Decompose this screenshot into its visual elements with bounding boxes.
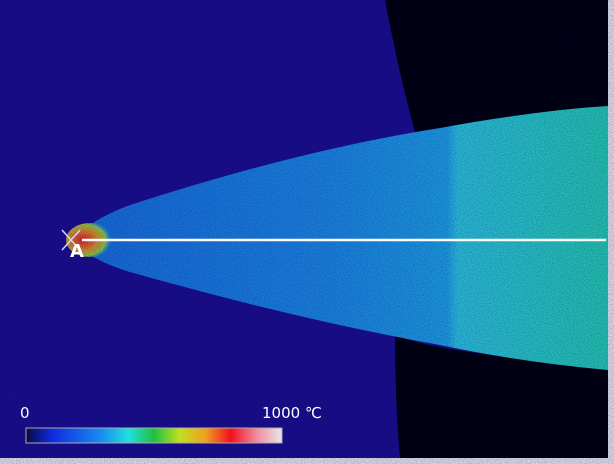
cross-marker-icon-2 <box>61 229 81 251</box>
colorbar <box>25 427 283 444</box>
point-label: A <box>70 241 84 262</box>
noise-overlay <box>0 0 608 458</box>
colorbar-min-label: 0 <box>20 404 30 422</box>
colorbar-max-label: 1000 ℃ <box>262 404 322 422</box>
